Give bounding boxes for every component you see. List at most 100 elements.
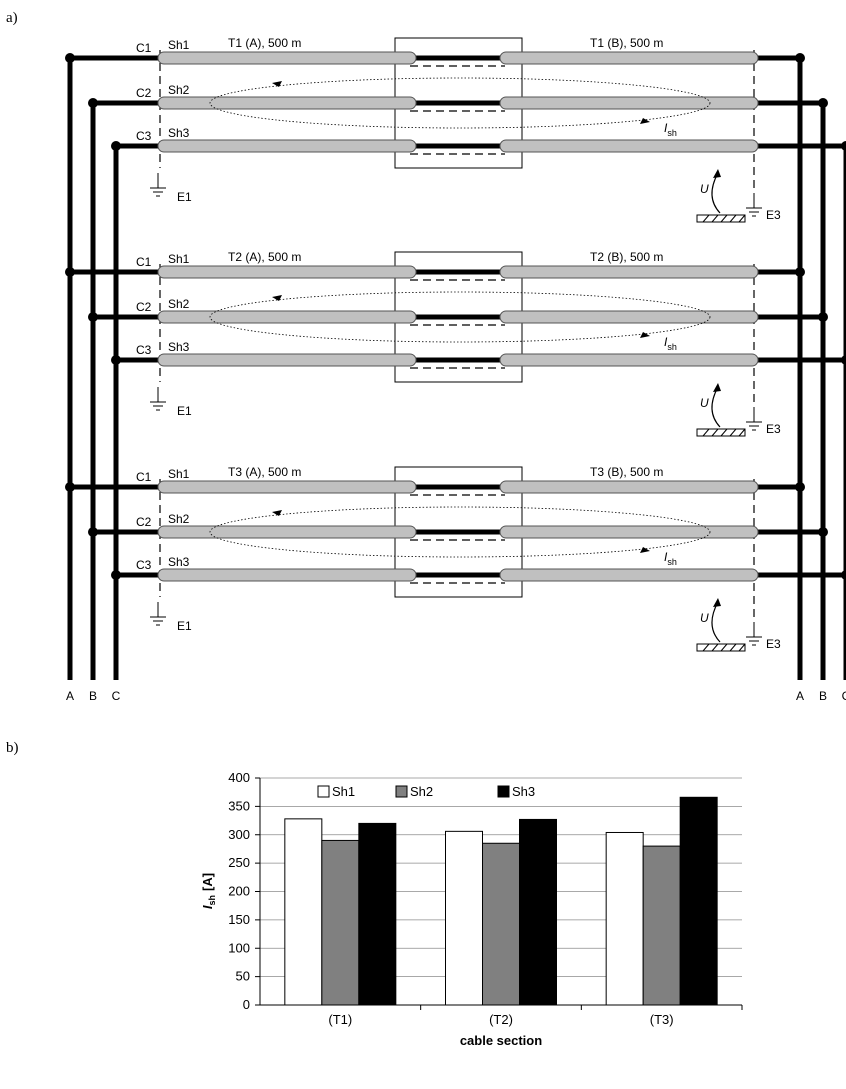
sheath-label-1: Sh1 xyxy=(168,38,190,52)
cable-label-3: C3 xyxy=(136,558,152,572)
bus-junction-left xyxy=(111,355,121,365)
earth-right-label: E3 xyxy=(766,637,781,651)
legend-label-sh2: Sh2 xyxy=(410,784,433,799)
bus-label-left: A xyxy=(66,689,74,703)
earth-right-label: E3 xyxy=(766,208,781,222)
cable-label-2: C2 xyxy=(136,300,152,314)
sheath-left-2 xyxy=(157,96,417,110)
earth-plate-hatch xyxy=(711,428,719,437)
legend-label-sh3: Sh3 xyxy=(512,784,535,799)
sheath-left-3 xyxy=(157,139,417,153)
sheath-right-1 xyxy=(499,480,759,494)
circulating-current-loop xyxy=(209,291,711,343)
sheath-label-3: Sh3 xyxy=(168,555,190,569)
section-left-label: T3 (A), 500 m xyxy=(228,465,301,479)
circulating-current-loop xyxy=(209,77,711,129)
section-right-label: T2 (B), 500 m xyxy=(590,250,663,264)
earth-plate-hatch xyxy=(720,214,728,223)
sheath-left-2 xyxy=(157,310,417,324)
bus-label-left: C xyxy=(112,689,121,703)
y-tick-label: 50 xyxy=(236,969,250,984)
y-tick-label: 350 xyxy=(228,798,250,813)
earth-plate-hatch xyxy=(702,428,710,437)
earth-right-label: E3 xyxy=(766,422,781,436)
cable-label-2: C2 xyxy=(136,515,152,529)
earth-plate-hatch xyxy=(729,428,737,437)
cable-label-1: C1 xyxy=(136,41,152,55)
panel-label-a: a) xyxy=(6,10,18,26)
bus-junction-left xyxy=(88,98,98,108)
earth-plate-hatch xyxy=(738,214,746,223)
sheath-label-3: Sh3 xyxy=(168,126,190,140)
section-left-label: T1 (A), 500 m xyxy=(228,36,301,50)
earth-plate-hatch xyxy=(729,214,737,223)
bus-label-right: A xyxy=(796,689,804,703)
y-axis-label-main: I xyxy=(200,905,215,909)
sheath-right-2 xyxy=(499,310,759,324)
bus-junction-right xyxy=(795,53,805,63)
bus-junction-left xyxy=(111,570,121,580)
current-label: Ish xyxy=(664,550,677,567)
current-arrow-top xyxy=(272,81,282,87)
x-tick-label: (T2) xyxy=(489,1012,513,1027)
bus-junction-right xyxy=(841,355,846,365)
sheath-label-1: Sh1 xyxy=(168,467,190,481)
legend-label-sh1: Sh1 xyxy=(332,784,355,799)
cable-label-1: C1 xyxy=(136,255,152,269)
bar-sh2-2 xyxy=(482,842,520,1006)
sheath-label-2: Sh2 xyxy=(168,297,190,311)
current-label-sub: sh xyxy=(667,128,677,138)
x-tick-label: (T3) xyxy=(650,1012,674,1027)
current-label-main: I xyxy=(664,335,668,349)
sheath-label-3: Sh3 xyxy=(168,340,190,354)
cable-label-3: C3 xyxy=(136,129,152,143)
current-label: Ish xyxy=(664,121,677,138)
bus-label-left: B xyxy=(89,689,97,703)
bar-sh1-2 xyxy=(445,830,483,1006)
current-arrow-top xyxy=(272,295,282,301)
current-arrow-bottom xyxy=(640,547,650,553)
cable-label-2: C2 xyxy=(136,86,152,100)
earth-plate-hatch xyxy=(711,643,719,652)
circulating-current-loop xyxy=(209,506,711,558)
voltage-label: U xyxy=(700,611,709,625)
bus-label-right: B xyxy=(819,689,827,703)
bus-junction-right xyxy=(841,141,846,151)
section-right-label: T3 (B), 500 m xyxy=(590,465,663,479)
bus-junction-left xyxy=(65,53,75,63)
y-tick-label: 250 xyxy=(228,855,250,870)
y-axis-label: Ish [A] xyxy=(200,873,217,909)
section-2: C1 Sh1 C2 Sh2 C3 Sh3 T2 (A), 500 m T2 (B), 500 … xyxy=(65,250,846,437)
earth-plate-hatch xyxy=(720,643,728,652)
y-tick-label: 100 xyxy=(228,940,250,955)
current-label: Ish xyxy=(664,335,677,352)
bar-sh2-3 xyxy=(642,845,681,1006)
current-arrow-top xyxy=(272,510,282,516)
earth-plate-hatch xyxy=(738,428,746,437)
sheath-left-2 xyxy=(157,525,417,539)
current-arrow-bottom xyxy=(640,332,650,338)
sheath-right-3 xyxy=(499,353,759,367)
bus-junction-left xyxy=(111,141,121,151)
sheath-label-2: Sh2 xyxy=(168,512,190,526)
earth-left-label: E1 xyxy=(177,404,192,418)
cable-label-3: C3 xyxy=(136,343,152,357)
bar-sh3-3 xyxy=(679,796,718,1006)
y-tick-label: 300 xyxy=(228,827,250,842)
sheath-left-1 xyxy=(157,51,417,65)
earth-plate-hatch xyxy=(702,643,710,652)
cable-label-1: C1 xyxy=(136,470,152,484)
voltage-arrow xyxy=(711,172,721,214)
section-left-label: T2 (A), 500 m xyxy=(228,250,301,264)
sheath-label-1: Sh1 xyxy=(168,252,190,266)
bus-junction-right xyxy=(818,527,828,537)
bus-junction-left xyxy=(88,312,98,322)
y-axis-label-unit: [A] xyxy=(200,873,215,891)
y-tick-label: 200 xyxy=(228,884,250,899)
bus-junction-left xyxy=(65,267,75,277)
current-label-main: I xyxy=(664,121,668,135)
earth-plate-hatch xyxy=(729,643,737,652)
bus-label-right: C xyxy=(842,689,846,703)
section-right-label: T1 (B), 500 m xyxy=(590,36,663,50)
